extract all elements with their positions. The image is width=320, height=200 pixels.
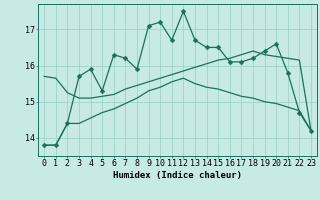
X-axis label: Humidex (Indice chaleur): Humidex (Indice chaleur) (113, 171, 242, 180)
